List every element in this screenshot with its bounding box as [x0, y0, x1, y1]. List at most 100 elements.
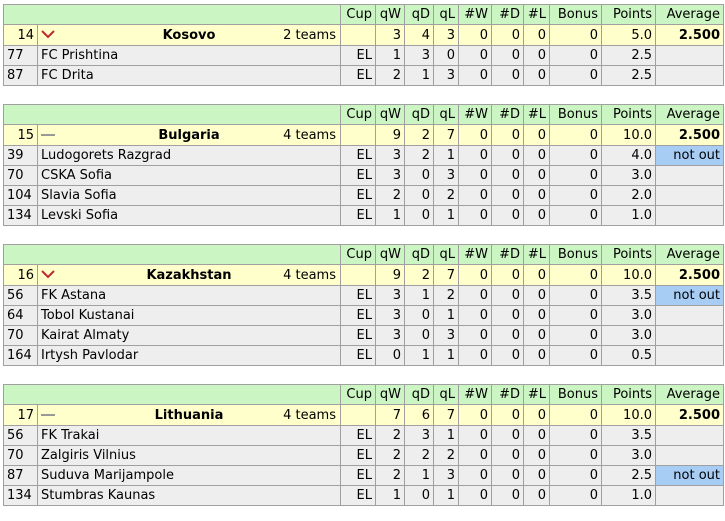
club-row[interactable]: 70 CSKA Sofia EL 3 0 3 0 0 0 0 3.0 — [3, 165, 724, 186]
club-row[interactable]: 56 FK Astana EL 3 1 2 0 0 0 0 3.5 not out — [3, 285, 724, 306]
qw-cell: 3 — [375, 305, 405, 326]
ql-cell: 1 — [433, 425, 459, 446]
w-cell: 0 — [458, 404, 492, 426]
qd-cell: 1 — [404, 345, 434, 366]
qw-cell: 2 — [375, 445, 405, 466]
l-cell: 0 — [523, 325, 550, 346]
club-rank: 77 — [3, 45, 38, 66]
l-cell: 0 — [523, 285, 550, 306]
bonus-cell: 0 — [549, 124, 602, 146]
w-cell: 0 — [458, 285, 492, 306]
cup-cell: EL — [340, 345, 376, 366]
club-rank: 164 — [3, 345, 38, 366]
points-cell: 3.0 — [601, 325, 656, 346]
l-cell: 0 — [523, 145, 550, 166]
club-row[interactable]: 70 Kairat Almaty EL 3 0 3 0 0 0 0 3.0 — [3, 325, 724, 346]
ql-cell: 2 — [433, 185, 459, 206]
status-cell: not out — [655, 465, 724, 486]
club-name[interactable]: Tobol Kustanai — [37, 305, 341, 326]
club-row[interactable]: 56 FK Trakai EL 2 3 1 0 0 0 0 3.5 — [3, 425, 724, 446]
club-name[interactable]: CSKA Sofia — [37, 165, 341, 186]
club-name[interactable]: Levski Sofia — [37, 205, 341, 226]
country-cell: Kazakhstan 4 teams — [37, 264, 341, 286]
club-name[interactable]: FK Trakai — [37, 425, 341, 446]
club-name[interactable]: Irtysh Pavlodar — [37, 345, 341, 366]
qw-cell: 9 — [375, 264, 405, 286]
qw-cell: 3 — [375, 325, 405, 346]
club-row[interactable]: 87 Suduva Marijampole EL 2 1 3 0 0 0 0 2.5 not out — [3, 465, 724, 486]
club-name[interactable]: Slavia Sofia — [37, 185, 341, 206]
qd-cell: 3 — [404, 45, 434, 66]
column-header: #W — [458, 244, 492, 265]
ql-cell: 3 — [433, 465, 459, 486]
ql-cell: 7 — [433, 404, 459, 426]
d-cell: 0 — [491, 425, 524, 446]
w-cell: 0 — [458, 465, 492, 486]
status-cell — [655, 325, 724, 346]
w-cell: 0 — [458, 185, 492, 206]
club-row[interactable]: 104 Slavia Sofia EL 2 0 2 0 0 0 0 2.0 — [3, 185, 724, 206]
chevron-down-icon — [41, 268, 55, 283]
column-header: Points — [601, 244, 656, 265]
club-name[interactable]: FC Prishtina — [37, 45, 341, 66]
column-header: Points — [601, 104, 656, 125]
country-row[interactable]: 16 Kazakhstan 4 teams 9 2 7 0 0 0 0 10.0 2.500 — [3, 264, 724, 286]
club-row[interactable]: 77 FC Prishtina EL 1 3 0 0 0 0 0 2.5 — [3, 45, 724, 66]
cup-cell — [340, 264, 376, 286]
cup-cell — [340, 124, 376, 146]
club-name[interactable]: Zalgiris Vilnius — [37, 445, 341, 466]
ql-cell: 1 — [433, 485, 459, 506]
country-row[interactable]: 15 Bulgaria 4 teams 9 2 7 0 0 0 0 10.0 2.500 — [3, 124, 724, 146]
club-rank: 134 — [3, 485, 38, 506]
bonus-cell: 0 — [549, 45, 602, 66]
country-cell: Bulgaria 4 teams — [37, 124, 341, 146]
coefficient-tables: Cup qW qD qL #W #D #L Bonus Points Average 14 Kosov… — [3, 4, 724, 506]
points-cell: 5.0 — [601, 24, 656, 46]
bonus-cell: 0 — [549, 305, 602, 326]
ql-cell: 7 — [433, 264, 459, 286]
club-row[interactable]: 64 Tobol Kustanai EL 3 0 1 0 0 0 0 3.0 — [3, 305, 724, 326]
club-rank: 87 — [3, 465, 38, 486]
dash-icon — [41, 408, 55, 423]
average-cell: 2.500 — [655, 404, 724, 426]
club-name[interactable]: FC Drita — [37, 65, 341, 86]
column-header: #L — [523, 244, 550, 265]
column-header: #L — [523, 4, 550, 25]
country-row[interactable]: 17 Lithuania 4 teams 7 6 7 0 0 0 0 10.0 2.500 — [3, 404, 724, 426]
country-table: Cup qW qD qL #W #D #L Bonus Points Average 14 Kosov… — [3, 4, 724, 86]
club-name[interactable]: FK Astana — [37, 285, 341, 306]
club-row[interactable]: 39 Ludogorets Razgrad EL 3 2 1 0 0 0 0 4.0 not out — [3, 145, 724, 166]
club-row[interactable]: 87 FC Drita EL 2 1 3 0 0 0 0 2.5 — [3, 65, 724, 86]
w-cell: 0 — [458, 205, 492, 226]
qd-cell: 0 — [404, 485, 434, 506]
team-count: 4 teams — [283, 267, 336, 283]
cup-cell — [340, 24, 376, 46]
country-table: Cup qW qD qL #W #D #L Bonus Points Average 17 Lithu… — [3, 384, 724, 506]
club-name[interactable]: Ludogorets Razgrad — [37, 145, 341, 166]
points-cell: 1.0 — [601, 205, 656, 226]
cup-cell: EL — [340, 325, 376, 346]
d-cell: 0 — [491, 24, 524, 46]
d-cell: 0 — [491, 285, 524, 306]
cup-cell — [340, 404, 376, 426]
club-name[interactable]: Kairat Almaty — [37, 325, 341, 346]
cup-cell: EL — [340, 465, 376, 486]
status-cell — [655, 305, 724, 326]
column-header: qD — [404, 244, 434, 265]
club-row[interactable]: 70 Zalgiris Vilnius EL 2 2 2 0 0 0 0 3.0 — [3, 445, 724, 466]
l-cell: 0 — [523, 305, 550, 326]
column-header: qL — [433, 384, 459, 405]
club-row[interactable]: 134 Stumbras Kaunas EL 1 0 1 0 0 0 0 1.0 — [3, 485, 724, 506]
bonus-cell: 0 — [549, 165, 602, 186]
club-name[interactable]: Suduva Marijampole — [37, 465, 341, 486]
ql-cell: 1 — [433, 305, 459, 326]
club-row[interactable]: 164 Irtysh Pavlodar EL 0 1 1 0 0 0 0 0.5 — [3, 345, 724, 366]
club-name[interactable]: Stumbras Kaunas — [37, 485, 341, 506]
club-row[interactable]: 134 Levski Sofia EL 1 0 1 0 0 0 0 1.0 — [3, 205, 724, 226]
cup-cell: EL — [340, 285, 376, 306]
column-header: qD — [404, 104, 434, 125]
d-cell: 0 — [491, 205, 524, 226]
w-cell: 0 — [458, 124, 492, 146]
country-row[interactable]: 14 Kosovo 2 teams 3 4 3 0 0 0 0 5.0 2.500 — [3, 24, 724, 46]
column-header: #W — [458, 4, 492, 25]
